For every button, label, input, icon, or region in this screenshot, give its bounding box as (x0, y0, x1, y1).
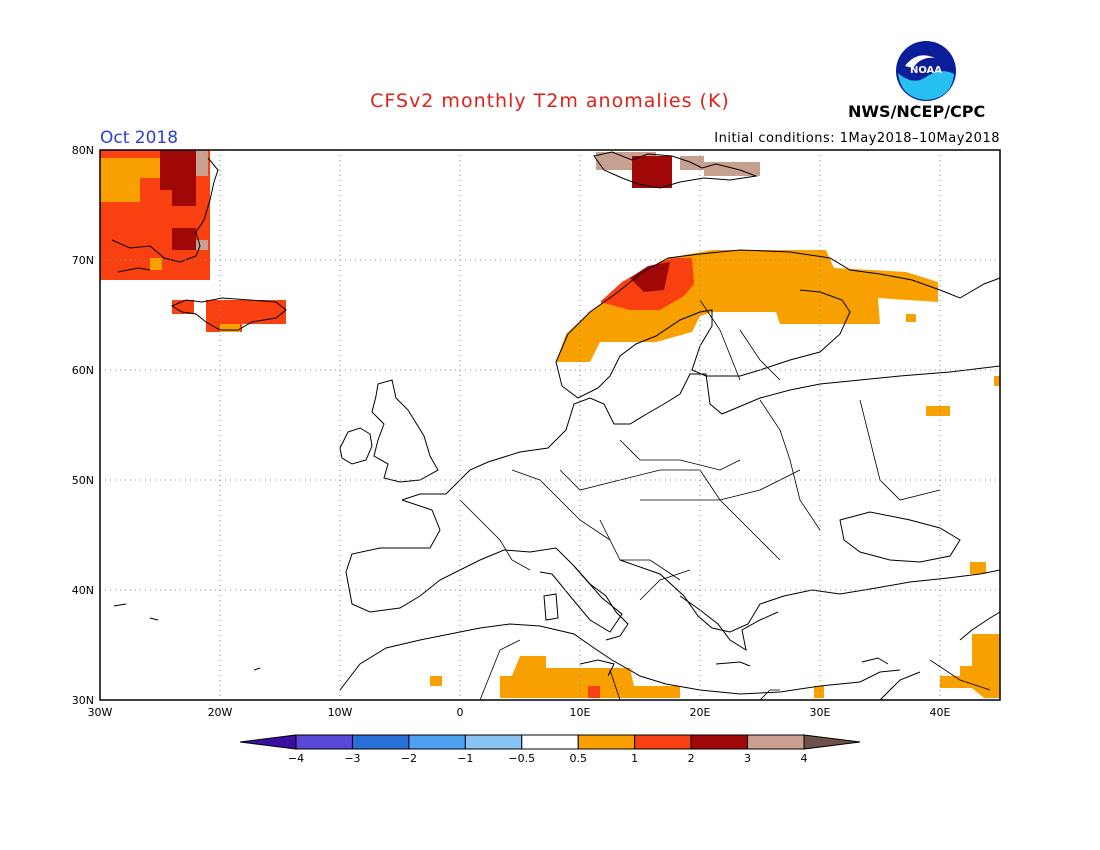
color-legend: −4 −3 −2 −1 −0.5 0.5 1 2 3 4 (239, 734, 861, 765)
lon-label-20e: 20E (690, 706, 711, 719)
legend-tick-label: −3 (344, 752, 360, 765)
legend-swatch (634, 734, 692, 750)
legend-swatch (295, 734, 353, 750)
map-title: CFSv2 monthly T2m anomalies (K) (370, 90, 730, 112)
legend-tick-label: −1 (457, 752, 473, 765)
anomaly-shading (100, 150, 1000, 698)
legend-high-arrow (803, 734, 861, 750)
legend-low-arrow (239, 734, 297, 750)
latitude-labels: 80N 70N 60N 50N 40N 30N (72, 144, 94, 707)
legend-swatch (577, 734, 636, 750)
legend-tick-label: −4 (288, 752, 304, 765)
legend-swatch (408, 734, 466, 750)
lon-label-20w: 20W (208, 706, 233, 719)
legend-tick-label: 3 (744, 752, 751, 765)
legend-swatch (351, 734, 410, 750)
lon-label-10w: 10W (328, 706, 353, 719)
noaa-logo-text: NOAA (910, 65, 942, 76)
initial-conditions: Initial conditions: 1May2018–10May2018 (714, 131, 1000, 146)
lon-label-0: 0 (457, 706, 464, 719)
lat-label-70: 70N (72, 254, 94, 267)
lon-label-30w: 30W (88, 706, 113, 719)
lat-label-60: 60N (72, 364, 94, 377)
lon-label-30e: 30E (810, 706, 831, 719)
lat-label-80: 80N (72, 144, 94, 157)
legend-tick-label: 2 (688, 752, 695, 765)
legend-swatch (521, 734, 579, 750)
longitude-labels: 30W 20W 10W 0 10E 20E 30E 40E (88, 706, 951, 719)
lat-label-50: 50N (72, 474, 94, 487)
map-frame (99, 149, 1001, 701)
legend-swatch (747, 734, 805, 750)
lon-label-10e: 10E (570, 706, 591, 719)
lat-label-30: 30N (72, 694, 94, 707)
country-borders (459, 299, 991, 701)
gridlines (100, 150, 1000, 700)
organization-label: NWS/NCEP/CPC (848, 102, 986, 121)
noaa-logo: NOAA (896, 41, 956, 101)
forecast-month: Oct 2018 (100, 128, 179, 148)
legend-swatch (690, 734, 749, 750)
legend-swatch (464, 734, 523, 750)
legend-tick-label: 4 (801, 752, 808, 765)
lat-label-40: 40N (72, 584, 94, 597)
legend-tick-label: −0.5 (508, 752, 535, 765)
legend-tick-label: 0.5 (569, 752, 587, 765)
legend-tick-label: 1 (631, 752, 638, 765)
lon-label-40e: 40E (930, 706, 951, 719)
legend-tick-label: −2 (401, 752, 417, 765)
